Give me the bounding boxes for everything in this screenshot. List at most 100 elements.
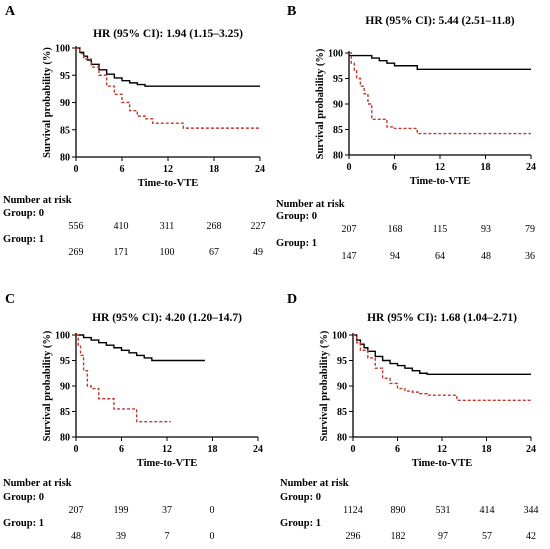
x-axis-label: Time-to-VTE — [138, 178, 198, 189]
hazard-ratio-title: HR (95% CI): 4.20 (1.20–14.7) — [92, 312, 242, 324]
y-tick-label: 85 — [333, 125, 343, 136]
risk-count: 147 — [342, 251, 357, 262]
risk-count: 57 — [482, 531, 492, 542]
risk-count: 67 — [209, 247, 219, 258]
survival-curve-group-1 — [349, 52, 531, 135]
risk-count: 94 — [390, 251, 400, 262]
risk-count: 42 — [526, 531, 536, 542]
risk-count: 414 — [480, 505, 495, 516]
x-tick-label: 24 — [526, 444, 536, 455]
x-axis-label: Time-to-VTE — [137, 458, 197, 469]
x-tick-label: 24 — [253, 444, 263, 455]
risk-count: 207 — [342, 224, 357, 235]
y-tick-label: 100 — [332, 331, 347, 342]
x-tick-label: 0 — [351, 444, 356, 455]
x-tick-label: 18 — [209, 164, 219, 175]
x-tick-label: 12 — [435, 162, 445, 173]
risk-table-header: Number at risk — [276, 199, 345, 210]
x-tick-label: 24 — [255, 164, 265, 175]
y-tick-label: 90 — [60, 382, 70, 393]
x-tick-label: 6 — [119, 444, 124, 455]
y-tick-label: 100 — [55, 44, 70, 55]
risk-group-label: Group: 0 — [3, 208, 44, 219]
risk-count: 890 — [391, 505, 406, 516]
risk-count: 48 — [481, 251, 491, 262]
hazard-ratio-title: HR (95% CI): 1.94 (1.15–3.25) — [93, 28, 243, 40]
risk-count: 199 — [114, 505, 129, 516]
x-tick-label: 12 — [163, 164, 173, 175]
risk-group-label: Group: 0 — [3, 492, 44, 503]
risk-count: 93 — [481, 224, 491, 235]
risk-group-label: Group: 1 — [280, 518, 321, 529]
risk-count: 311 — [160, 221, 175, 232]
risk-count: 227 — [251, 221, 266, 232]
panel-b: B HR (95% CI): 5.44 (2.51–11.8) 80 85 90 95 10… — [276, 4, 536, 262]
x-tick-label: 18 — [481, 162, 491, 173]
risk-count: 269 — [69, 247, 84, 258]
y-axis-label: Survival probability (%) — [42, 330, 53, 441]
panel-letter: B — [287, 4, 296, 19]
survival-curve-group-1 — [76, 47, 260, 129]
y-tick-label: 100 — [55, 331, 70, 342]
risk-count: 556 — [69, 221, 84, 232]
risk-count: 97 — [438, 531, 448, 542]
y-tick-label: 95 — [60, 71, 70, 82]
survival-curve-group-0 — [76, 334, 205, 362]
y-tick-label: 85 — [60, 407, 70, 418]
y-axis-label: Survival probability (%) — [42, 47, 53, 158]
y-tick-label: 85 — [337, 407, 347, 418]
y-tick-label: 80 — [337, 433, 347, 444]
risk-count: 1124 — [343, 505, 363, 516]
panel-letter: D — [287, 292, 297, 307]
x-tick-label: 0 — [74, 444, 79, 455]
risk-count: 296 — [346, 531, 361, 542]
x-tick-label: 6 — [120, 164, 125, 175]
risk-count: 37 — [162, 505, 172, 516]
y-tick-label: 90 — [333, 100, 343, 111]
y-axis-label: Survival probability (%) — [315, 48, 326, 159]
risk-count: 168 — [388, 224, 403, 235]
hazard-ratio-title: HR (95% CI): 5.44 (2.51–11.8) — [365, 15, 514, 27]
y-tick-label: 100 — [328, 49, 343, 60]
survival-curve-group-0 — [76, 47, 260, 87]
survival-curve-group-1 — [353, 334, 531, 401]
risk-count: 36 — [525, 251, 535, 262]
risk-count: 531 — [436, 505, 451, 516]
y-tick-label: 95 — [337, 356, 347, 367]
x-tick-label: 18 — [482, 444, 492, 455]
risk-count: 182 — [391, 531, 406, 542]
risk-table-header: Number at risk — [280, 478, 349, 489]
y-tick-label: 95 — [333, 74, 343, 85]
risk-count: 48 — [71, 531, 81, 542]
y-tick-label: 80 — [333, 151, 343, 162]
risk-table-header: Number at risk — [3, 195, 72, 206]
x-tick-label: 18 — [208, 444, 218, 455]
risk-count: 410 — [114, 221, 129, 232]
x-tick-label: 12 — [437, 444, 447, 455]
x-tick-label: 0 — [74, 164, 79, 175]
y-tick-label: 80 — [60, 433, 70, 444]
risk-count: 49 — [253, 247, 263, 258]
x-tick-label: 0 — [347, 162, 352, 173]
panel-letter: A — [5, 4, 16, 19]
risk-count: 100 — [160, 247, 175, 258]
x-tick-label: 6 — [395, 444, 400, 455]
panel-d: D HR (95% CI): 1.68 (1.04–2.71) 80 85 90 95 10… — [280, 292, 539, 542]
risk-count: 171 — [114, 247, 129, 258]
y-tick-label: 85 — [60, 125, 70, 136]
risk-count: 39 — [116, 531, 126, 542]
panel-a: A HR (95% CI): 1.94 (1.15–3.25) 80 85 90 95 10… — [3, 4, 266, 258]
panel-c: C HR (95% CI): 4.20 (1.20–14.7) 80 85 90 95 10… — [3, 292, 263, 542]
risk-table-header: Number at risk — [3, 478, 72, 489]
x-tick-label: 6 — [392, 162, 397, 173]
risk-count: 268 — [207, 221, 222, 232]
risk-count: 0 — [210, 531, 215, 542]
risk-group-label: Group: 1 — [276, 238, 317, 249]
risk-count: 344 — [524, 505, 539, 516]
risk-count: 115 — [433, 224, 448, 235]
hazard-ratio-title: HR (95% CI): 1.68 (1.04–2.71) — [367, 312, 517, 324]
y-tick-label: 90 — [60, 98, 70, 109]
risk-group-label: Group: 0 — [276, 211, 317, 222]
risk-group-label: Group: 0 — [280, 492, 321, 503]
